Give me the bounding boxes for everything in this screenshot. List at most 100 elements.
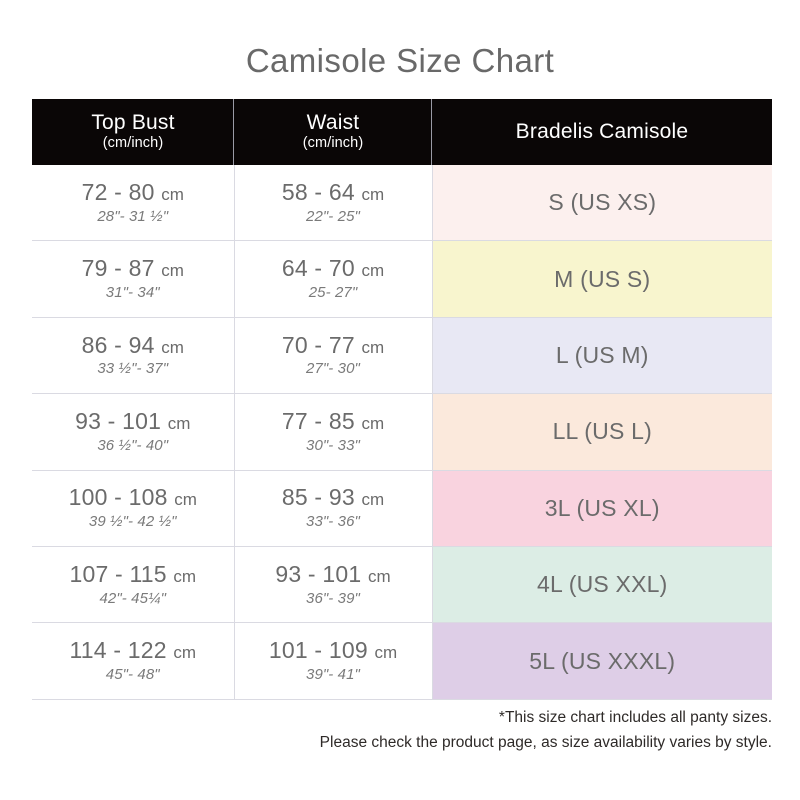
waist-cm-value: 93 - 101 cm — [235, 560, 432, 587]
size-chart-table: Top Bust (cm/inch) Waist (cm/inch) Brade… — [32, 99, 772, 700]
cell-top-bust: 114 - 122 cm 45"- 48" — [32, 622, 235, 700]
waist-inch-value: 27"- 30" — [306, 360, 360, 378]
bust-cm-number: 93 - 101 — [75, 407, 162, 434]
bust-cm-number: 86 - 94 — [81, 331, 155, 358]
column-header-waist: Waist (cm/inch) — [234, 99, 432, 165]
cell-waist: 93 - 101 cm 36"- 39" — [234, 546, 433, 624]
bust-cm-value: 79 - 87 cm — [32, 256, 234, 281]
waist-cm-value: 64 - 70 cm — [235, 256, 432, 281]
waist-cm-unit: cm — [361, 413, 385, 433]
waist-cm-unit: cm — [361, 337, 385, 357]
waist-cm-number: 101 - 109 — [268, 637, 368, 664]
waist-cm-value: 85 - 93 cm — [235, 485, 432, 510]
cell-top-bust: 86 - 94 cm 33 ½"- 37" — [32, 317, 235, 395]
cell-top-bust: 100 - 108 cm 39 ½"- 42 ½" — [32, 470, 235, 547]
bust-cm-unit: cm — [174, 490, 197, 510]
waist-inch-value: 33"- 36" — [306, 513, 360, 531]
column-header-top-bust: Top Bust (cm/inch) — [32, 99, 234, 165]
waist-cm-number: 85 - 93 — [281, 484, 355, 511]
bust-inch-value: 28"- 31 ½" — [97, 207, 169, 225]
column-header-waist-label: Waist — [306, 111, 360, 135]
bust-cm-value: 107 - 115 cm — [32, 560, 234, 587]
bust-cm-value: 93 - 101 cm — [32, 409, 234, 434]
page-title: Camisole Size Chart — [245, 42, 555, 79]
table-row: 114 - 122 cm 45"- 48" 101 - 109 cm 39"- … — [32, 622, 772, 700]
bust-inch-value: 39 ½"- 42 ½" — [88, 513, 177, 531]
bust-cm-unit: cm — [173, 643, 197, 663]
cell-size: 5L (US XXXL) — [432, 622, 772, 700]
waist-cm-number: 77 - 85 — [281, 407, 355, 434]
column-header-waist-unit: (cm/inch) — [302, 135, 364, 152]
bust-inch-value: 33 ½"- 37" — [97, 360, 169, 378]
cell-waist: 58 - 64 cm 22"- 25" — [234, 165, 433, 242]
waist-inch-value: 30"- 33" — [306, 436, 360, 454]
table-row: 93 - 101 cm 36 ½"- 40" 77 - 85 cm 30"- 3… — [32, 393, 772, 471]
bust-cm-unit: cm — [173, 566, 197, 586]
bust-cm-unit: cm — [167, 413, 191, 433]
bust-cm-number: 100 - 108 — [68, 484, 168, 511]
cell-size: M (US S) — [432, 240, 772, 318]
table-body: 72 - 80 cm 28"- 31 ½" 58 - 64 cm 22"- 25… — [32, 165, 772, 700]
waist-cm-value: 58 - 64 cm — [235, 178, 432, 205]
bust-inch-value: 45"- 48" — [105, 665, 160, 683]
waist-cm-number: 64 - 70 — [281, 255, 355, 282]
table-row: 72 - 80 cm 28"- 31 ½" 58 - 64 cm 22"- 25… — [32, 165, 772, 242]
cell-size: LL (US L) — [432, 393, 772, 471]
cell-waist: 70 - 77 cm 27"- 30" — [234, 317, 433, 395]
column-header-bradelis-camisole-label: Bradelis Camisole — [515, 119, 689, 143]
cell-waist: 85 - 93 cm 33"- 36" — [234, 470, 433, 547]
bust-cm-value: 86 - 94 cm — [32, 331, 234, 358]
cell-size: L (US M) — [432, 317, 772, 395]
bust-cm-value: 72 - 80 cm — [32, 178, 234, 205]
bust-cm-number: 114 - 122 — [69, 637, 167, 664]
waist-cm-number: 93 - 101 — [275, 560, 362, 587]
waist-cm-unit: cm — [361, 184, 385, 204]
table-row: 79 - 87 cm 31"- 34" 64 - 70 cm 25- 27" M… — [32, 240, 772, 318]
waist-cm-unit: cm — [361, 490, 385, 510]
header-row: Top Bust (cm/inch) Waist (cm/inch) Brade… — [32, 99, 772, 165]
bust-inch-value: 42"- 45¼" — [99, 589, 167, 607]
cell-waist: 77 - 85 cm 30"- 33" — [234, 393, 433, 471]
table-row: 100 - 108 cm 39 ½"- 42 ½" 85 - 93 cm 33"… — [32, 470, 772, 547]
column-header-top-bust-label: Top Bust — [91, 111, 175, 135]
waist-cm-number: 70 - 77 — [281, 331, 355, 358]
waist-inch-value: 39"- 41" — [306, 665, 360, 683]
bust-cm-value: 114 - 122 cm — [32, 638, 234, 663]
bust-cm-number: 107 - 115 — [69, 560, 167, 587]
waist-cm-unit: cm — [374, 643, 398, 663]
footnote-line-1: *This size chart includes all panty size… — [498, 709, 772, 726]
waist-cm-unit: cm — [367, 566, 391, 586]
bust-cm-number: 79 - 87 — [81, 255, 155, 282]
cell-size: 4L (US XXL) — [432, 546, 772, 624]
bust-cm-number: 72 - 80 — [81, 178, 155, 205]
waist-inch-value: 22"- 25" — [306, 207, 360, 225]
cell-waist: 64 - 70 cm 25- 27" — [234, 240, 433, 318]
table-row: 86 - 94 cm 33 ½"- 37" 70 - 77 cm 27"- 30… — [32, 317, 772, 395]
table-row: 107 - 115 cm 42"- 45¼" 93 - 101 cm 36"- … — [32, 546, 772, 624]
footnote: *This size chart includes all panty size… — [0, 706, 772, 756]
waist-cm-value: 77 - 85 cm — [235, 409, 432, 434]
column-header-top-bust-unit: (cm/inch) — [102, 135, 164, 152]
cell-top-bust: 107 - 115 cm 42"- 45¼" — [32, 546, 235, 624]
table-header: Top Bust (cm/inch) Waist (cm/inch) Brade… — [32, 99, 772, 165]
waist-inch-value: 36"- 39" — [306, 589, 360, 607]
waist-cm-number: 58 - 64 — [281, 178, 355, 205]
footnote-line-2: Please check the product page, as size a… — [319, 733, 772, 751]
waist-cm-value: 70 - 77 cm — [235, 331, 432, 358]
waist-cm-unit: cm — [361, 261, 385, 281]
cell-size: 3L (US XL) — [432, 470, 772, 547]
cell-waist: 101 - 109 cm 39"- 41" — [234, 622, 433, 700]
bust-cm-value: 100 - 108 cm — [32, 485, 234, 510]
cell-size: S (US XS) — [432, 165, 772, 242]
bust-inch-value: 36 ½"- 40" — [97, 436, 169, 454]
cell-top-bust: 79 - 87 cm 31"- 34" — [32, 240, 235, 318]
cell-top-bust: 72 - 80 cm 28"- 31 ½" — [32, 165, 235, 242]
bust-cm-unit: cm — [161, 184, 184, 204]
bust-cm-unit: cm — [161, 261, 184, 281]
bust-cm-unit: cm — [161, 337, 184, 357]
bust-inch-value: 31"- 34" — [105, 284, 160, 301]
waist-inch-value: 25- 27" — [308, 284, 358, 301]
column-header-bradelis-camisole: Bradelis Camisole — [432, 99, 772, 165]
cell-top-bust: 93 - 101 cm 36 ½"- 40" — [32, 393, 235, 471]
